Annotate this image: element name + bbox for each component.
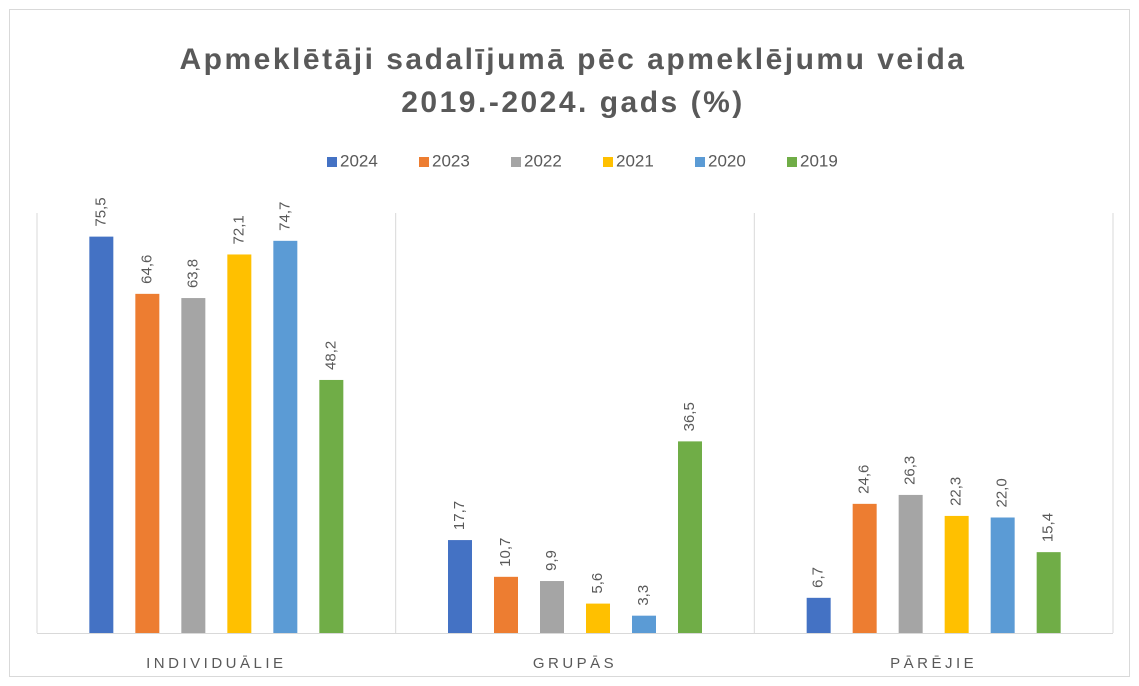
legend-label: 2023 [432,151,470,170]
data-label: 74,7 [276,202,293,231]
bar [319,379,344,633]
data-label: 64,6 [138,255,155,284]
bar [273,240,298,633]
bar [181,298,206,633]
legend-label: 2022 [524,151,562,170]
data-label: 22,0 [994,478,1011,507]
legend-swatch [695,157,705,167]
legend-swatch [419,157,429,167]
bar [448,540,472,633]
bar [632,615,656,633]
chart-title: 2019.-2024. gads (%) [401,86,744,119]
data-label: 15,4 [1040,513,1057,542]
bar [678,441,702,633]
data-label: 5,6 [589,573,606,594]
legend-label: 2019 [800,151,838,170]
data-label: 36,5 [681,402,698,431]
data-label: 17,7 [451,501,468,530]
bar [586,603,610,633]
bar [1036,552,1061,633]
legend-swatch [603,157,613,167]
data-label: 63,8 [184,259,201,288]
chart-title: Apmeklētāji sadalījumā pēc apmeklējumu v… [180,43,967,76]
bar [494,576,518,633]
legend-label: 2020 [708,151,746,170]
legend-label: 2024 [340,151,378,170]
x-tick-label: INDIVIDUĀLIE [146,655,286,672]
data-label: 48,2 [322,341,339,370]
bar [944,515,969,633]
x-tick-label: PĀRĒJIE [890,655,977,672]
bar [806,597,831,633]
data-label: 10,7 [497,538,514,567]
data-label: 3,3 [635,585,652,606]
data-label: 9,9 [543,550,560,571]
bar [852,503,877,633]
bar [990,517,1015,633]
data-label: 24,6 [856,465,873,494]
data-label: 22,3 [948,477,965,506]
x-tick-label: GRUPĀS [533,655,617,672]
data-label: 6,7 [810,567,827,588]
bar [227,254,252,633]
bar [89,236,114,633]
legend-swatch [787,157,797,167]
legend-label: 2021 [616,151,654,170]
legend-swatch [511,157,521,167]
data-label: 75,5 [92,197,109,226]
bar [540,581,564,633]
bar [898,494,923,633]
legend-swatch [327,157,337,167]
bar [135,293,160,633]
data-label: 72,1 [230,215,247,244]
data-label: 26,3 [902,456,919,485]
